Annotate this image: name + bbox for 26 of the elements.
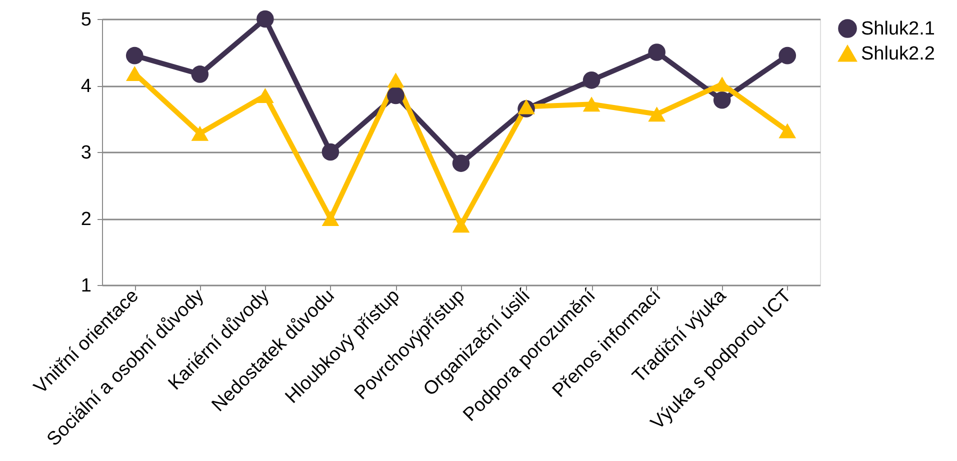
- point: [452, 154, 470, 172]
- point: [322, 211, 340, 226]
- y-tick-label: 4: [80, 76, 92, 97]
- y-tick-label: 2: [80, 209, 92, 230]
- point: [256, 10, 274, 28]
- point: [387, 72, 404, 88]
- point: [648, 106, 666, 122]
- y-tick-label: 5: [80, 10, 92, 30]
- point: [713, 91, 731, 109]
- legend-label: Shluk2.2: [861, 44, 935, 64]
- point: [126, 46, 144, 64]
- point: [256, 88, 274, 103]
- point: [582, 72, 600, 89]
- point: [387, 86, 404, 104]
- point: [778, 46, 796, 64]
- point: [322, 143, 340, 161]
- point: [518, 99, 535, 114]
- y-tick-label: 1: [80, 276, 92, 296]
- y-tick-label: 3: [80, 142, 92, 164]
- point: [648, 44, 666, 61]
- point: [778, 123, 796, 138]
- point: [582, 96, 600, 112]
- point: [191, 66, 209, 83]
- point: [191, 126, 209, 141]
- point: [452, 218, 470, 233]
- legend-label: Shluk2.1: [861, 18, 935, 40]
